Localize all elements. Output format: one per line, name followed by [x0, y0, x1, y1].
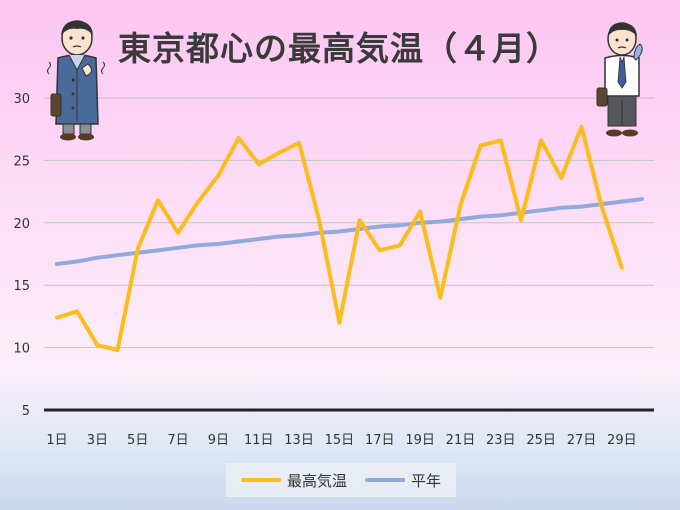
x-tick-label: 7日 — [167, 433, 188, 448]
y-tick-label: 25 — [13, 154, 30, 169]
y-tick-label: 15 — [13, 279, 30, 294]
x-tick-label: 13日 — [284, 433, 314, 448]
x-tick-label: 5日 — [127, 433, 148, 448]
series-line-normal — [55, 197, 644, 266]
y-tick-label: 5 — [22, 404, 30, 419]
x-tick-label: 21日 — [446, 433, 476, 448]
x-tick-label: 15日 — [325, 433, 355, 448]
x-tick-label: 25日 — [526, 433, 556, 448]
legend-item-max-temp: 最高気温 — [240, 470, 347, 491]
y-tick-label: 20 — [13, 217, 30, 232]
legend-swatch-normal — [365, 478, 405, 482]
x-tick-label: 11日 — [244, 433, 274, 448]
cold-person-illustration — [47, 20, 105, 141]
x-tick-label: 27日 — [567, 433, 597, 448]
legend-swatch-max-temp — [240, 478, 281, 482]
x-tick-label: 29日 — [607, 433, 637, 448]
hot-person-illustration — [596, 22, 643, 137]
legend-label-normal: 平年 — [411, 471, 442, 490]
chart-title: 東京都心の最高気温（４月） — [118, 29, 560, 68]
y-tick-label: 30 — [13, 92, 30, 107]
x-tick-label: 19日 — [405, 433, 435, 448]
y-tick-label: 10 — [13, 342, 30, 357]
x-tick-label: 9日 — [208, 433, 229, 448]
legend-item-normal: 平年 — [365, 470, 441, 491]
x-tick-label: 3日 — [87, 433, 108, 448]
series-line-max-temp — [55, 124, 624, 353]
x-tick-label: 17日 — [365, 433, 395, 448]
chart-legend: 最高気温 平年 — [226, 463, 456, 497]
x-tick-label: 23日 — [486, 433, 516, 448]
x-tick-label: 1日 — [46, 433, 67, 448]
legend-label-max-temp: 最高気温 — [286, 471, 347, 490]
